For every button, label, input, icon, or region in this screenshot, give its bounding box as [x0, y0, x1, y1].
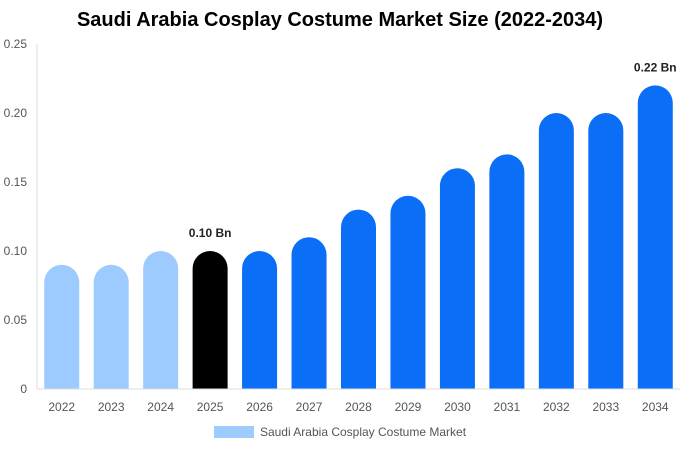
x-tick-label: 2033: [592, 400, 619, 414]
bar-2034: [637, 85, 673, 390]
x-tick-label: 2025: [197, 400, 224, 414]
x-tick-label: 2022: [48, 400, 75, 414]
data-label-2025: 0.10 Bn: [189, 226, 232, 240]
x-tick-label: 2027: [296, 400, 323, 414]
x-tick-label: 2024: [147, 400, 174, 414]
x-tick-label: 2028: [345, 400, 372, 414]
legend-label: Saudi Arabia Cosplay Costume Market: [259, 425, 467, 439]
bar-2024: [143, 251, 179, 389]
bar-2025: [192, 251, 228, 389]
legend-swatch: [213, 426, 254, 438]
x-tick-label: 2026: [246, 400, 273, 414]
bar-2027: [291, 237, 327, 389]
y-tick-label: 0: [20, 382, 27, 396]
x-tick-label: 2023: [98, 400, 125, 414]
bar-2033: [588, 113, 624, 389]
data-labels: 0.10 Bn 0.22 Bn: [189, 60, 677, 240]
x-tick-label: 2034: [642, 400, 669, 414]
bar-2026: [242, 251, 278, 389]
y-tick-label: 0.10: [4, 244, 28, 258]
x-tick-label: 2030: [444, 400, 471, 414]
bar-2023: [93, 264, 129, 389]
y-tick-label: 0.05: [4, 313, 28, 327]
bar-2029: [390, 195, 426, 389]
bar-2032: [538, 113, 574, 389]
x-tick-label: 2032: [543, 400, 570, 414]
y-tick-label: 0.15: [4, 175, 28, 189]
bar-2031: [489, 154, 525, 389]
x-axis: 2022 2023 2024 2025 2026 2027 2028 2029 2030 2031…: [37, 388, 680, 414]
bar-2028: [341, 209, 376, 389]
x-tick-label: 2029: [395, 400, 422, 414]
x-tick-label: 2031: [494, 400, 521, 414]
bar-2030: [439, 168, 475, 389]
y-tick-label: 0.25: [4, 37, 28, 51]
y-axis: 0 0.05 0.10 0.15 0.20 0.25: [4, 37, 38, 396]
y-tick-label: 0.20: [4, 106, 28, 120]
chart-title: Saudi Arabia Cosplay Costume Market Size…: [76, 9, 604, 31]
legend: Saudi Arabia Cosplay Costume Market: [0, 425, 680, 439]
bars: [44, 85, 673, 390]
bar-2022: [44, 264, 80, 389]
data-label-2034: 0.22 Bn: [634, 60, 677, 74]
